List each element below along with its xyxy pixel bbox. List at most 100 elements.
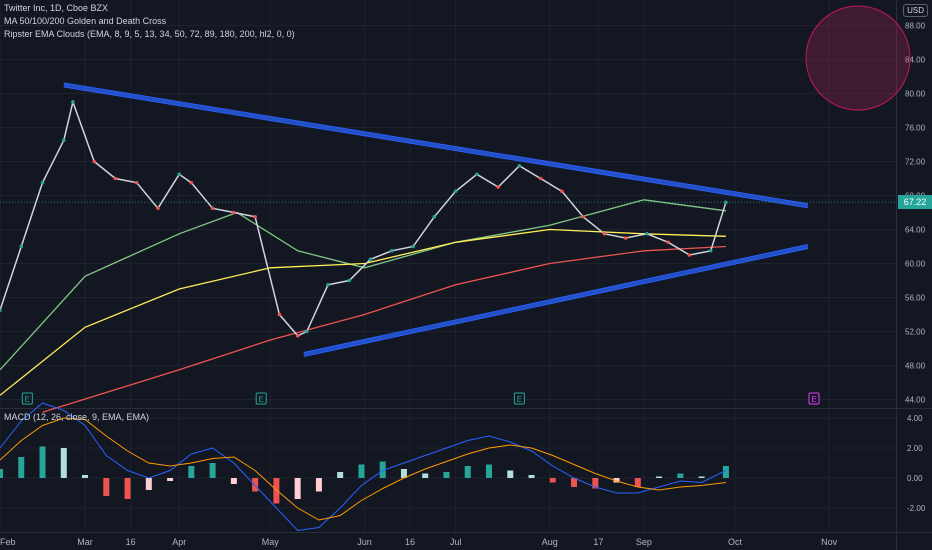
time-tick-label-9: 17 bbox=[593, 537, 603, 547]
price-point-3 bbox=[61, 138, 66, 143]
trendline-upper-edge-top bbox=[63, 82, 808, 205]
time-tick-label-11: Oct bbox=[728, 537, 743, 547]
macd-histogram-bar-12 bbox=[252, 478, 259, 492]
price-tick-label-8: 76.00 bbox=[905, 124, 926, 133]
price-point-32 bbox=[645, 231, 649, 236]
price-point-35 bbox=[708, 248, 713, 253]
macd-histogram-bar-20 bbox=[422, 473, 429, 478]
price-point-0 bbox=[0, 308, 2, 313]
indicator-ema-clouds-label[interactable]: Ripster EMA Clouds (EMA, 8, 9, 5, 13, 34… bbox=[4, 29, 295, 39]
time-tick-label-12: Nov bbox=[821, 537, 838, 547]
macd-histogram-bar-33 bbox=[698, 476, 705, 478]
macd-histogram-bar-21 bbox=[443, 472, 450, 478]
macd-histogram-bar-22 bbox=[464, 466, 471, 478]
macd-histogram bbox=[0, 446, 729, 504]
price-tick-label-11: 88.00 bbox=[905, 22, 926, 31]
time-tick-label-0: Feb bbox=[0, 537, 16, 547]
trendlines[interactable] bbox=[63, 82, 809, 357]
currency-badge[interactable]: USD bbox=[903, 4, 928, 17]
price-point-34 bbox=[687, 253, 692, 257]
macd-histogram-bar-2 bbox=[39, 446, 46, 478]
ma-line-ma200 bbox=[42, 245, 726, 413]
price-point-18 bbox=[347, 278, 352, 283]
trendline-lower-edge-top bbox=[303, 244, 809, 353]
macd-histogram-bar-18 bbox=[379, 461, 386, 478]
macd-histogram-bar-0 bbox=[0, 469, 3, 478]
macd-legend[interactable]: MACD (12, 26, close, 9, EMA, EMA) bbox=[4, 412, 150, 422]
symbol-title[interactable]: Twitter Inc, 1D, Cboe BZX bbox=[4, 3, 109, 13]
last-price-tag: 67.22 bbox=[898, 195, 932, 210]
ma-line-ma100 bbox=[0, 228, 726, 396]
macd-histogram-bar-9 bbox=[188, 466, 195, 478]
macd-histogram-bar-29 bbox=[613, 478, 620, 483]
macd-line bbox=[0, 402, 727, 532]
time-tick-label-6: 16 bbox=[405, 537, 415, 547]
price-point-4 bbox=[71, 100, 75, 104]
macd-histogram-bar-16 bbox=[337, 472, 344, 478]
indicator-ma-label[interactable]: MA 50/100/200 Golden and Death Cross bbox=[4, 16, 167, 26]
price-point-12 bbox=[232, 210, 236, 215]
macd-histogram-bar-31 bbox=[656, 476, 663, 478]
macd-histogram-bar-28 bbox=[592, 478, 599, 489]
earnings-label-0: E bbox=[25, 395, 30, 404]
trendline-lower bbox=[303, 245, 809, 356]
price-point-23 bbox=[453, 189, 458, 194]
macd-tick-label-1: 2.00 bbox=[907, 444, 923, 453]
macd-histogram-bar-5 bbox=[103, 478, 110, 496]
macd-histogram-bar-23 bbox=[486, 464, 493, 478]
macd-histogram-bar-8 bbox=[167, 478, 174, 481]
highlight-circle bbox=[805, 5, 911, 111]
price-tick-label-0: 44.00 bbox=[905, 396, 926, 405]
price-point-5 bbox=[92, 159, 96, 164]
macd-histogram-bar-3 bbox=[60, 448, 67, 478]
earnings-marker-0 bbox=[21, 392, 33, 405]
macd-histogram-bar-32 bbox=[677, 473, 684, 478]
macd-histogram-bar-7 bbox=[145, 478, 152, 490]
trendline-upper bbox=[63, 83, 809, 208]
price-tick-label-7: 72.00 bbox=[905, 158, 926, 167]
price-point-6 bbox=[113, 176, 118, 181]
price-tick-label-3: 56.00 bbox=[905, 294, 926, 303]
price-tick-label-5: 64.00 bbox=[905, 226, 926, 235]
macd-histogram-bar-13 bbox=[273, 478, 280, 504]
macd-tick-label-0: 4.00 bbox=[907, 414, 923, 423]
price-tick-label-4: 60.00 bbox=[905, 260, 926, 269]
macd-histogram-bar-10 bbox=[209, 463, 216, 478]
macd-lines bbox=[0, 402, 727, 532]
macd-histogram-bar-24 bbox=[507, 470, 514, 478]
macd-histogram-bar-25 bbox=[528, 475, 535, 478]
time-tick-label-10: Sep bbox=[636, 537, 652, 547]
time-axis[interactable]: Feb Mar 16 Apr May Jun 16 Jul Aug 17 Sep Oct Nov bbox=[0, 537, 838, 547]
price-point-30 bbox=[602, 231, 607, 236]
price-point-25 bbox=[496, 185, 500, 189]
time-tick-label-1: Mar bbox=[77, 537, 93, 547]
price-tick-label-10: 84.00 bbox=[905, 56, 926, 65]
price-point-27 bbox=[538, 176, 543, 181]
price-point-31 bbox=[623, 236, 628, 240]
earnings-marker-2 bbox=[513, 392, 525, 405]
price-point-22 bbox=[432, 214, 437, 219]
earnings-label-1: E bbox=[259, 395, 264, 404]
macd-axis[interactable]: 4.00 2.00 0.00 -2.00 bbox=[907, 414, 926, 513]
price-point-9 bbox=[177, 172, 181, 177]
macd-histogram-bar-27 bbox=[571, 478, 578, 487]
time-tick-label-4: May bbox=[262, 537, 280, 547]
price-point-28 bbox=[560, 189, 564, 194]
time-tick-label-8: Aug bbox=[542, 537, 558, 547]
price-point-26 bbox=[517, 163, 522, 168]
macd-histogram-bar-30 bbox=[634, 478, 641, 487]
price-axis[interactable]: 44.0048.0052.0056.0060.0064.0068.0072.00… bbox=[905, 22, 926, 405]
ma-line-ma50 bbox=[0, 199, 726, 371]
earnings-label-3: E bbox=[811, 395, 816, 404]
price-point-10 bbox=[189, 180, 194, 185]
price-point-16 bbox=[304, 329, 309, 334]
price-point-36 bbox=[724, 200, 728, 205]
macd-histogram-bar-4 bbox=[82, 475, 89, 478]
close-price-line bbox=[0, 99, 727, 337]
price-tick-label-2: 52.00 bbox=[905, 328, 926, 337]
time-tick-label-3: Apr bbox=[172, 537, 186, 547]
price-point-21 bbox=[411, 244, 415, 249]
